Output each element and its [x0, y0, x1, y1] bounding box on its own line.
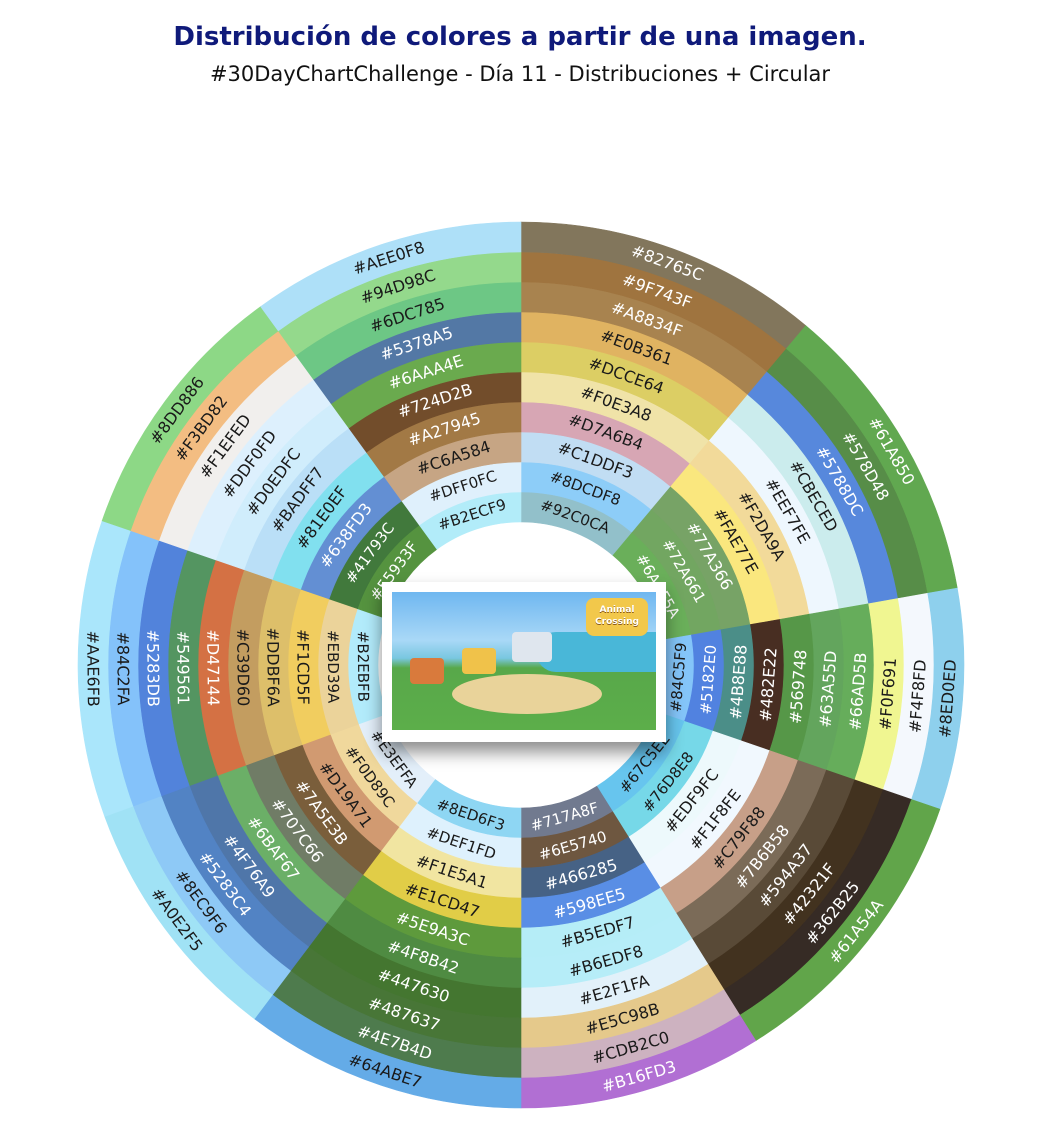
segment-label: #DDBF6A [263, 627, 283, 707]
segment-label: #84C5F9 [667, 642, 690, 713]
ring-segments [77, 221, 965, 1109]
segment-label: #5283DB [143, 629, 163, 707]
segment-label: #AAE6FB [83, 631, 103, 707]
segment-label: #F1CD5F [293, 629, 313, 705]
cover-image: Animal Crossing [382, 582, 666, 742]
segment-label: #D47144 [203, 629, 223, 706]
segment-label: #5182E0 [697, 644, 720, 715]
segment-label: #84C2FA [113, 631, 133, 705]
house-shape [410, 658, 444, 684]
ring-segment [260, 221, 522, 332]
chart-subtitle: #30DayChartChallenge - Día 11 - Distribu… [209, 62, 831, 86]
segment-label: #549561 [173, 631, 193, 706]
cover-artwork: Animal Crossing [392, 592, 656, 730]
segment-label: #B2EBFB [354, 631, 373, 702]
game-logo: Animal Crossing [586, 598, 648, 636]
sea-shape [536, 632, 656, 672]
segment-label: #C39D60 [233, 629, 253, 707]
segment-label: #EBD39A [324, 630, 343, 704]
ground-shape [452, 674, 602, 714]
chart-title: Distribución de colores a partir de una … [173, 22, 867, 52]
house-shape [512, 632, 552, 662]
house-shape [462, 648, 496, 674]
